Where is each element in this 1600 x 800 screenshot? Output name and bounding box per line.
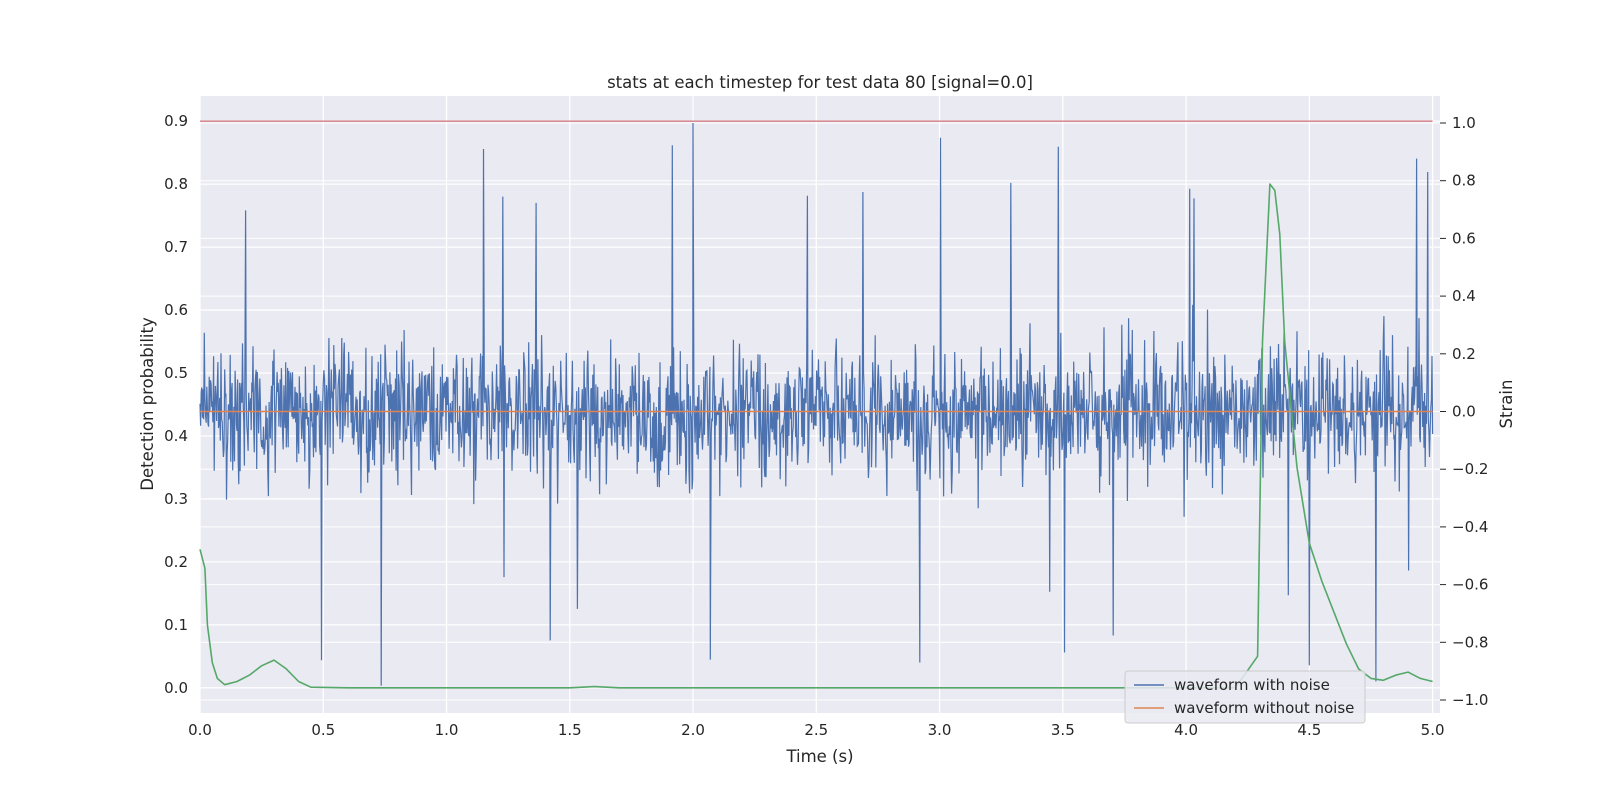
y-tick-label-left: 0.3 [164,490,188,508]
legend-box [1124,670,1366,724]
chart-title: stats at each timestep for test data 80 … [607,73,1033,92]
y-tick-label-left: 0.0 [164,679,188,697]
x-tick-label: 2.0 [681,721,705,739]
x-tick-label: 5.0 [1421,721,1445,739]
y-tick-label-left: 0.5 [164,364,188,382]
x-tick-label: 2.5 [804,721,828,739]
x-tick-label: 1.5 [558,721,582,739]
y-tick-label-right: −0.6 [1452,576,1488,594]
y-tick-label-left: 0.4 [164,427,188,445]
legend: waveform with noise waveform without noi… [1124,670,1366,724]
y-tick-label-right: 0.0 [1452,403,1476,421]
y-axis-label-right: Strain [1497,380,1516,429]
tick-layer: 0.0 0.5 1.0 1.5 2.0 2.5 3.0 3.5 4.0 4.5 5.0 0.0 0.1 0… [164,112,1488,739]
y-tick-label-right: −0.2 [1452,460,1488,478]
y-axis-label-left: Detection probability [138,317,157,491]
y-tick-label-left: 0.9 [164,112,188,130]
y-tick-label-right: 0.4 [1452,287,1476,305]
y-tick-label-right: −0.8 [1452,633,1488,651]
y-tick-label-right: 0.8 [1452,172,1476,190]
x-axis-label: Time (s) [785,747,853,766]
x-tick-label: 3.5 [1051,721,1075,739]
y-tick-label-right: 1.0 [1452,114,1476,132]
y-tick-label-right: 0.6 [1452,229,1476,247]
series-waveform-with-noise [199,122,1434,686]
series-layer [199,120,1434,689]
series-detection-probability [199,183,1433,689]
y-tick-label-right: 0.2 [1452,345,1476,363]
y-tick-label-left: 0.6 [164,301,188,319]
x-tick-label: 4.5 [1297,721,1321,739]
y-tick-label-left: 0.7 [164,238,188,256]
x-tick-label: 0.5 [311,721,335,739]
x-tick-label: 3.0 [928,721,952,739]
y-tick-label-left: 0.8 [164,175,188,193]
y-tick-label-left: 0.1 [164,616,188,634]
x-tick-label: 0.0 [188,721,212,739]
x-tick-label: 1.0 [435,721,459,739]
y-tick-label-left: 0.2 [164,553,188,571]
legend-label-clean: waveform without noise [1174,699,1354,717]
y-tick-label-right: −1.0 [1452,691,1488,709]
legend-label-noise: waveform with noise [1174,676,1330,694]
y-tick-label-right: −0.4 [1452,518,1488,536]
x-tick-label: 4.0 [1174,721,1198,739]
